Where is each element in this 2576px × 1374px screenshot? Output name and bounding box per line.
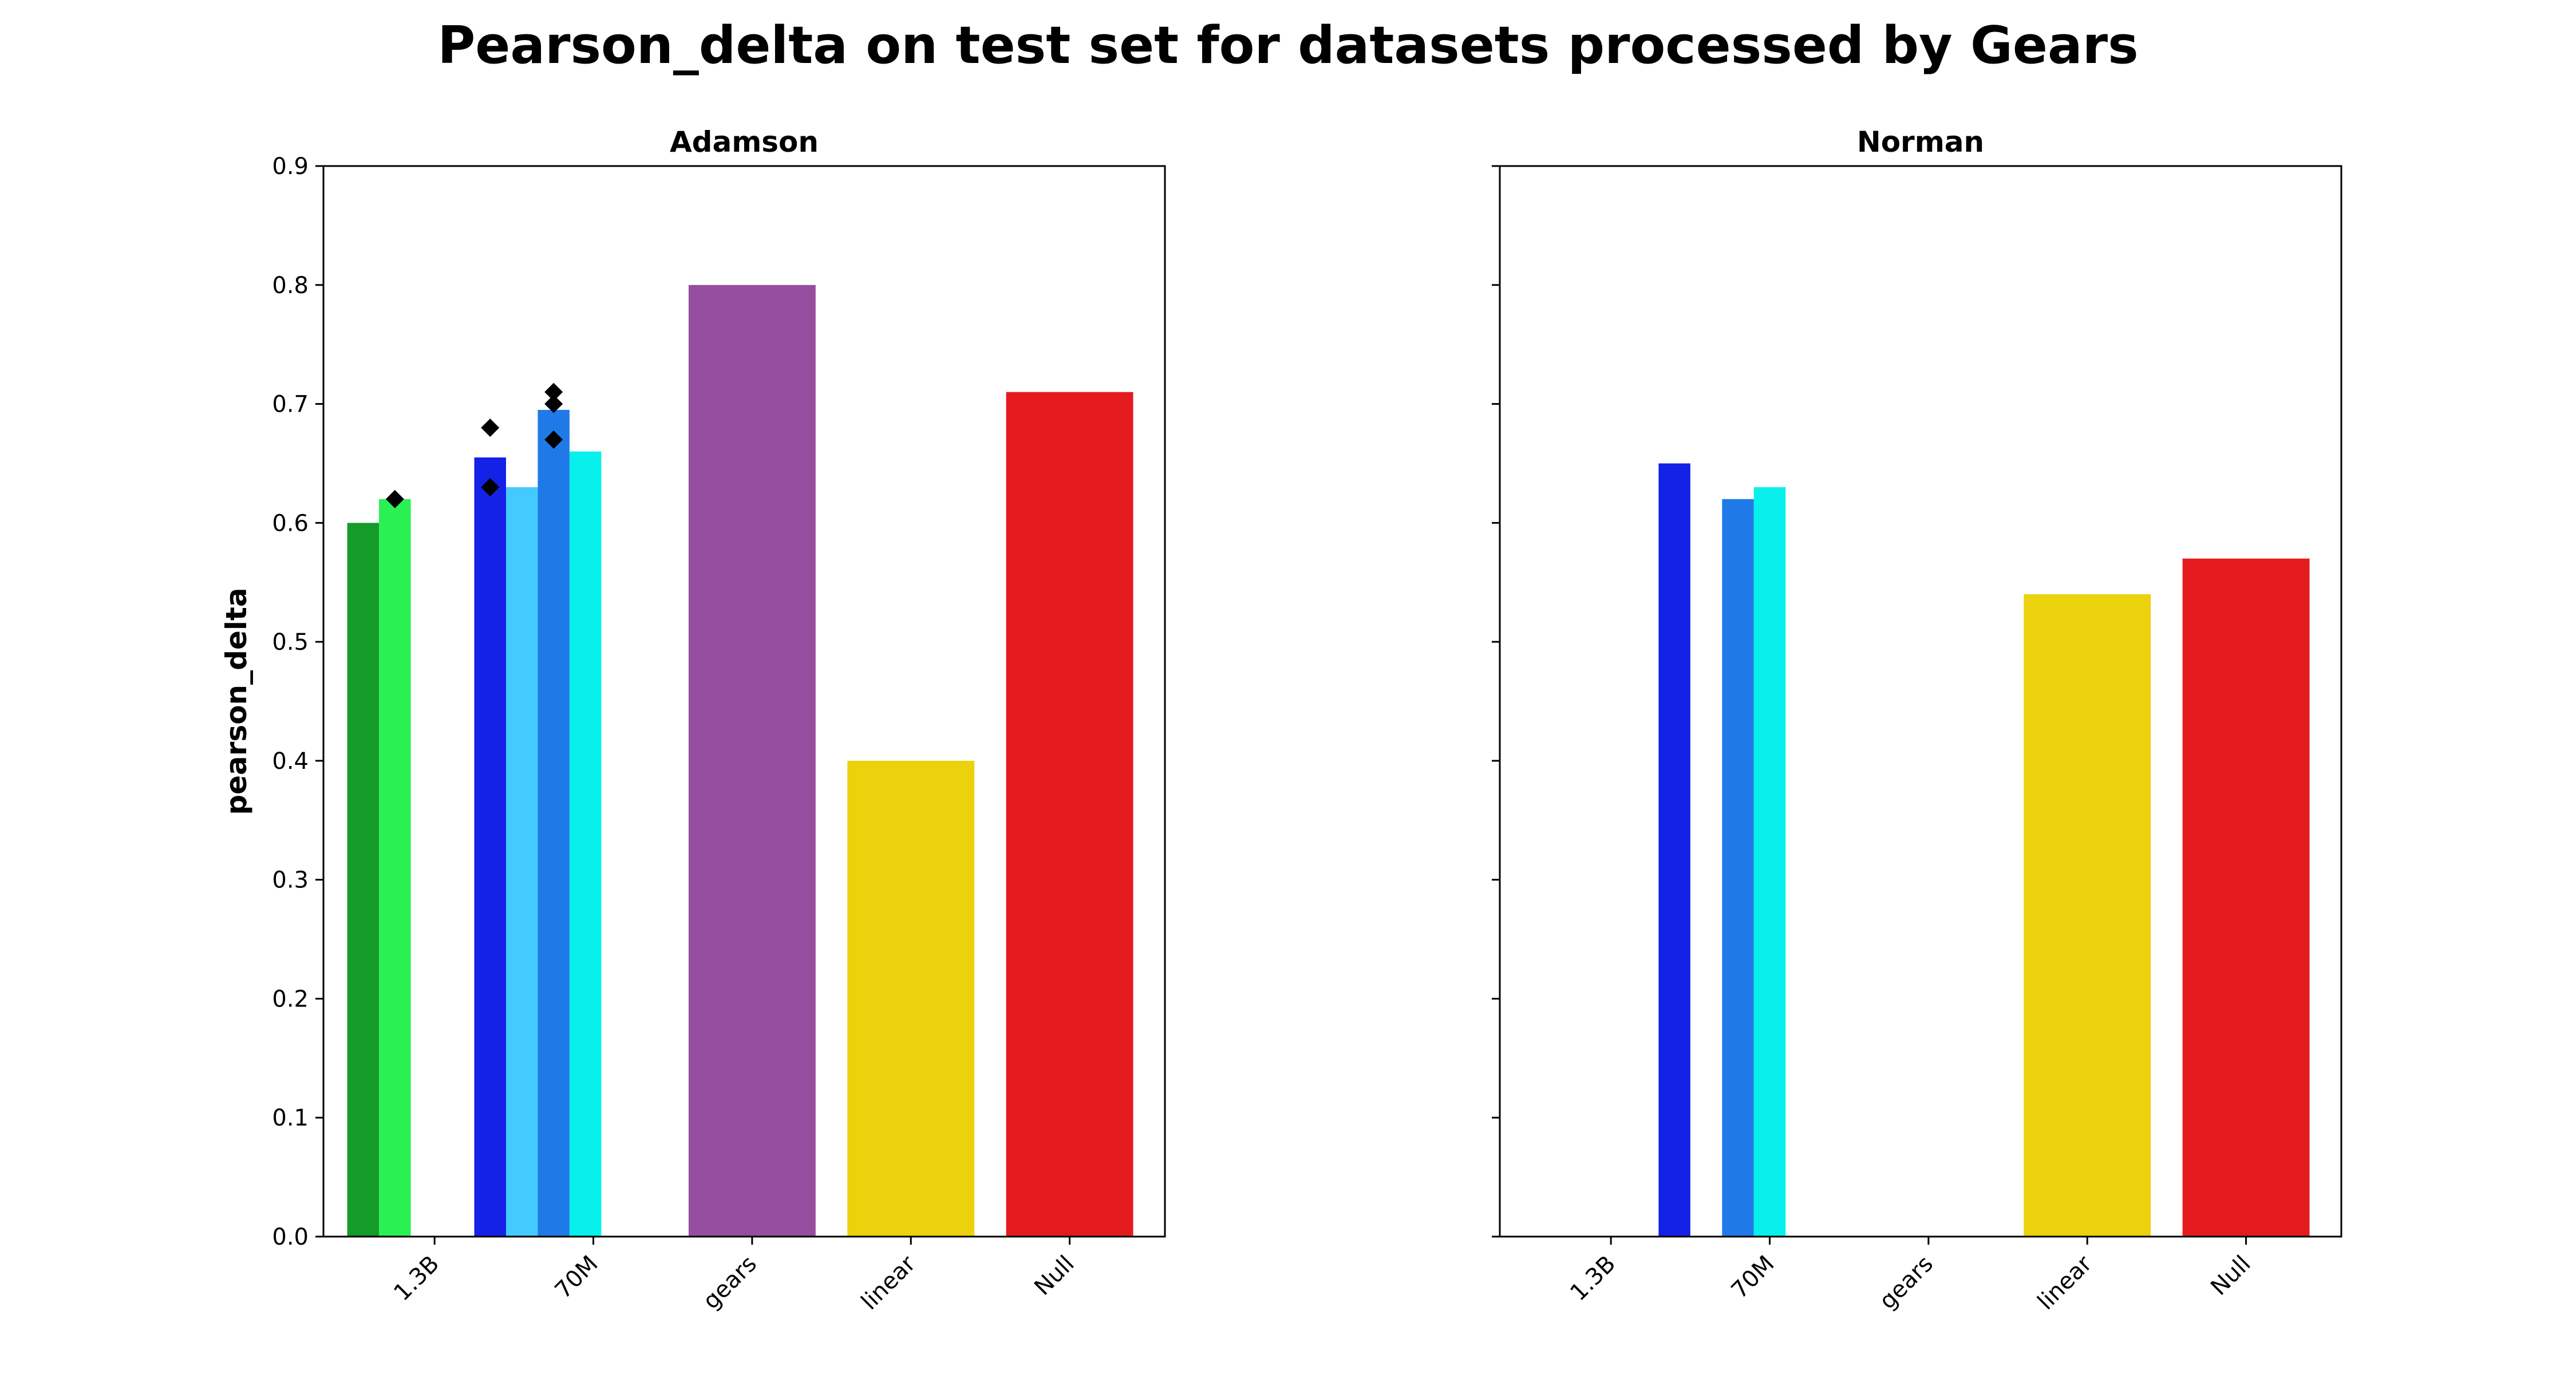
y-tick-label: 0.7 [272, 392, 309, 418]
x-tick-label-gears: gears [1874, 1251, 1938, 1315]
chart-panel-adamson: Adamson 0.0 0.1 0.2 0.3 0.4 0.5 0.6 0.7 0.8 0.9 1.3… [220, 125, 1166, 1315]
bar-gears-6 [688, 285, 816, 1237]
data-point-1 [481, 418, 500, 437]
bar-1.3b-0 [347, 523, 380, 1237]
bar-70m-1 [1722, 499, 1754, 1237]
x-tick-label-linear: linear [856, 1250, 921, 1315]
y-axis-label: pearson_delta [220, 587, 253, 815]
y-tick-label: 0.0 [272, 1224, 309, 1250]
bar-linear-3 [2024, 594, 2151, 1237]
subplot-title: Norman [1857, 125, 1984, 159]
bar-1.3b-1 [379, 499, 411, 1237]
data-point-2 [481, 478, 500, 496]
y-tick-label: 0.1 [272, 1105, 309, 1131]
x-tick-label-linear: linear [2033, 1250, 2097, 1315]
x-tick-label-1.3b: 1.3B [1565, 1251, 1621, 1306]
chart-panel-norman: Norman 1.3B 70M gears linear Null [1492, 125, 2342, 1315]
y-tick-label: 0.4 [272, 748, 309, 775]
x-tick-label-null: Null [1029, 1251, 1079, 1301]
subplot-title: Adamson [670, 125, 819, 159]
x-tick-label-70m: 70M [1726, 1251, 1780, 1304]
x-tick-label-70m: 70M [550, 1251, 603, 1304]
bar-70m-2 [474, 457, 506, 1237]
bar-70m-0 [1658, 463, 1690, 1237]
data-point-5 [544, 430, 563, 449]
bar-70m-5 [569, 451, 602, 1237]
data-point-3 [544, 382, 563, 401]
bar-70m-3 [505, 487, 538, 1237]
figure-title: Pearson_delta on test set for datasets p… [437, 15, 2138, 76]
y-tick-label: 0.3 [272, 867, 309, 894]
bar-null-8 [1006, 392, 1133, 1237]
y-tick-label: 0.5 [272, 629, 309, 656]
y-tick-label: 0.9 [272, 153, 309, 180]
axes-frame [1499, 165, 2342, 1238]
y-tick-label: 0.8 [272, 273, 309, 299]
y-tick-label: 0.6 [272, 510, 309, 536]
axes-frame [322, 165, 1166, 1238]
y-tick-label: 0.2 [272, 986, 309, 1012]
bar-linear-7 [847, 760, 975, 1237]
x-tick-label-null: Null [2206, 1251, 2255, 1301]
data-point-0 [385, 489, 404, 508]
bar-70m-4 [538, 409, 570, 1237]
bar-70m-2 [1753, 487, 1786, 1237]
x-tick-label-gears: gears [698, 1251, 762, 1315]
data-point-4 [544, 394, 563, 413]
x-tick-label-1.3b: 1.3B [389, 1251, 444, 1306]
bar-null-4 [2182, 558, 2310, 1237]
